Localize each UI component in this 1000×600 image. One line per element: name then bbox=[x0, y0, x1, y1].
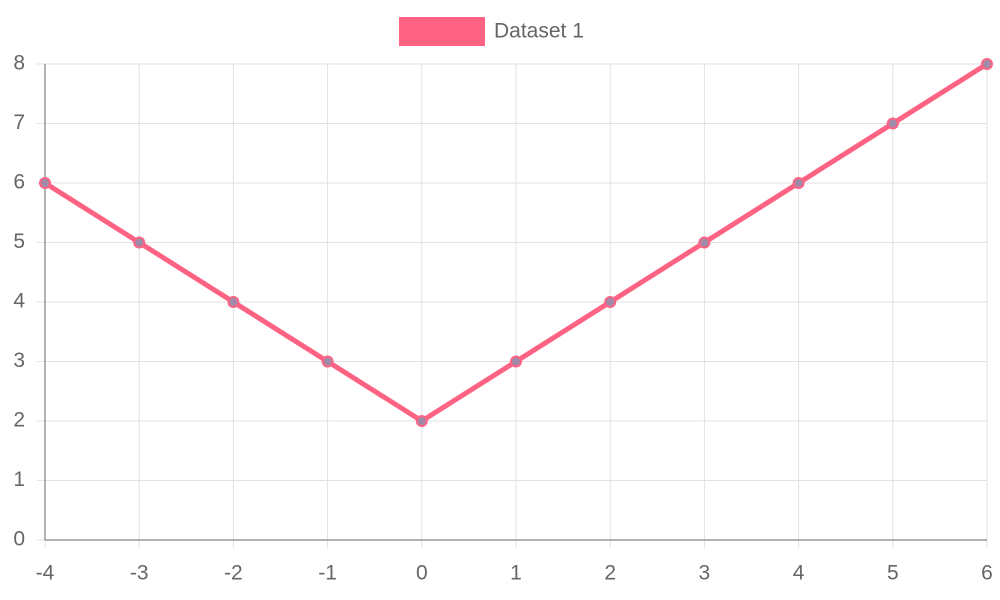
point bbox=[39, 177, 51, 189]
y-tick-label: 4 bbox=[13, 290, 25, 313]
point bbox=[698, 236, 711, 249]
y-tick-label: 1 bbox=[13, 468, 25, 491]
x-tick-label: 1 bbox=[510, 562, 522, 585]
point bbox=[321, 355, 334, 368]
y-tick-label: 0 bbox=[13, 528, 25, 551]
x-tick-label: -3 bbox=[130, 562, 149, 585]
x-tick-label: 5 bbox=[887, 562, 899, 585]
point bbox=[133, 236, 146, 249]
point bbox=[792, 177, 805, 189]
y-tick-label: 2 bbox=[13, 409, 25, 432]
legend-label: Dataset 1 bbox=[494, 20, 584, 43]
x-tick-label: 0 bbox=[416, 562, 428, 585]
x-tick-label: 2 bbox=[604, 562, 616, 585]
point bbox=[415, 415, 428, 427]
point bbox=[886, 117, 899, 130]
y-tick-label: 8 bbox=[13, 52, 25, 75]
y-tick-label: 6 bbox=[13, 171, 25, 194]
x-tick-label: 4 bbox=[793, 562, 805, 585]
x-tick-label: -4 bbox=[36, 562, 55, 585]
y-tick-label: 5 bbox=[13, 230, 25, 253]
legend-swatch bbox=[399, 17, 485, 46]
point bbox=[510, 355, 522, 368]
x-tick-label: -1 bbox=[318, 562, 337, 585]
point bbox=[604, 296, 617, 308]
y-tick-label: 7 bbox=[13, 111, 25, 134]
point bbox=[227, 296, 240, 308]
x-tick-label: 3 bbox=[699, 562, 711, 585]
x-tick-label: -2 bbox=[224, 562, 243, 585]
x-tick-label: 6 bbox=[981, 562, 993, 585]
y-tick-label: 3 bbox=[13, 349, 25, 372]
point bbox=[981, 58, 993, 70]
